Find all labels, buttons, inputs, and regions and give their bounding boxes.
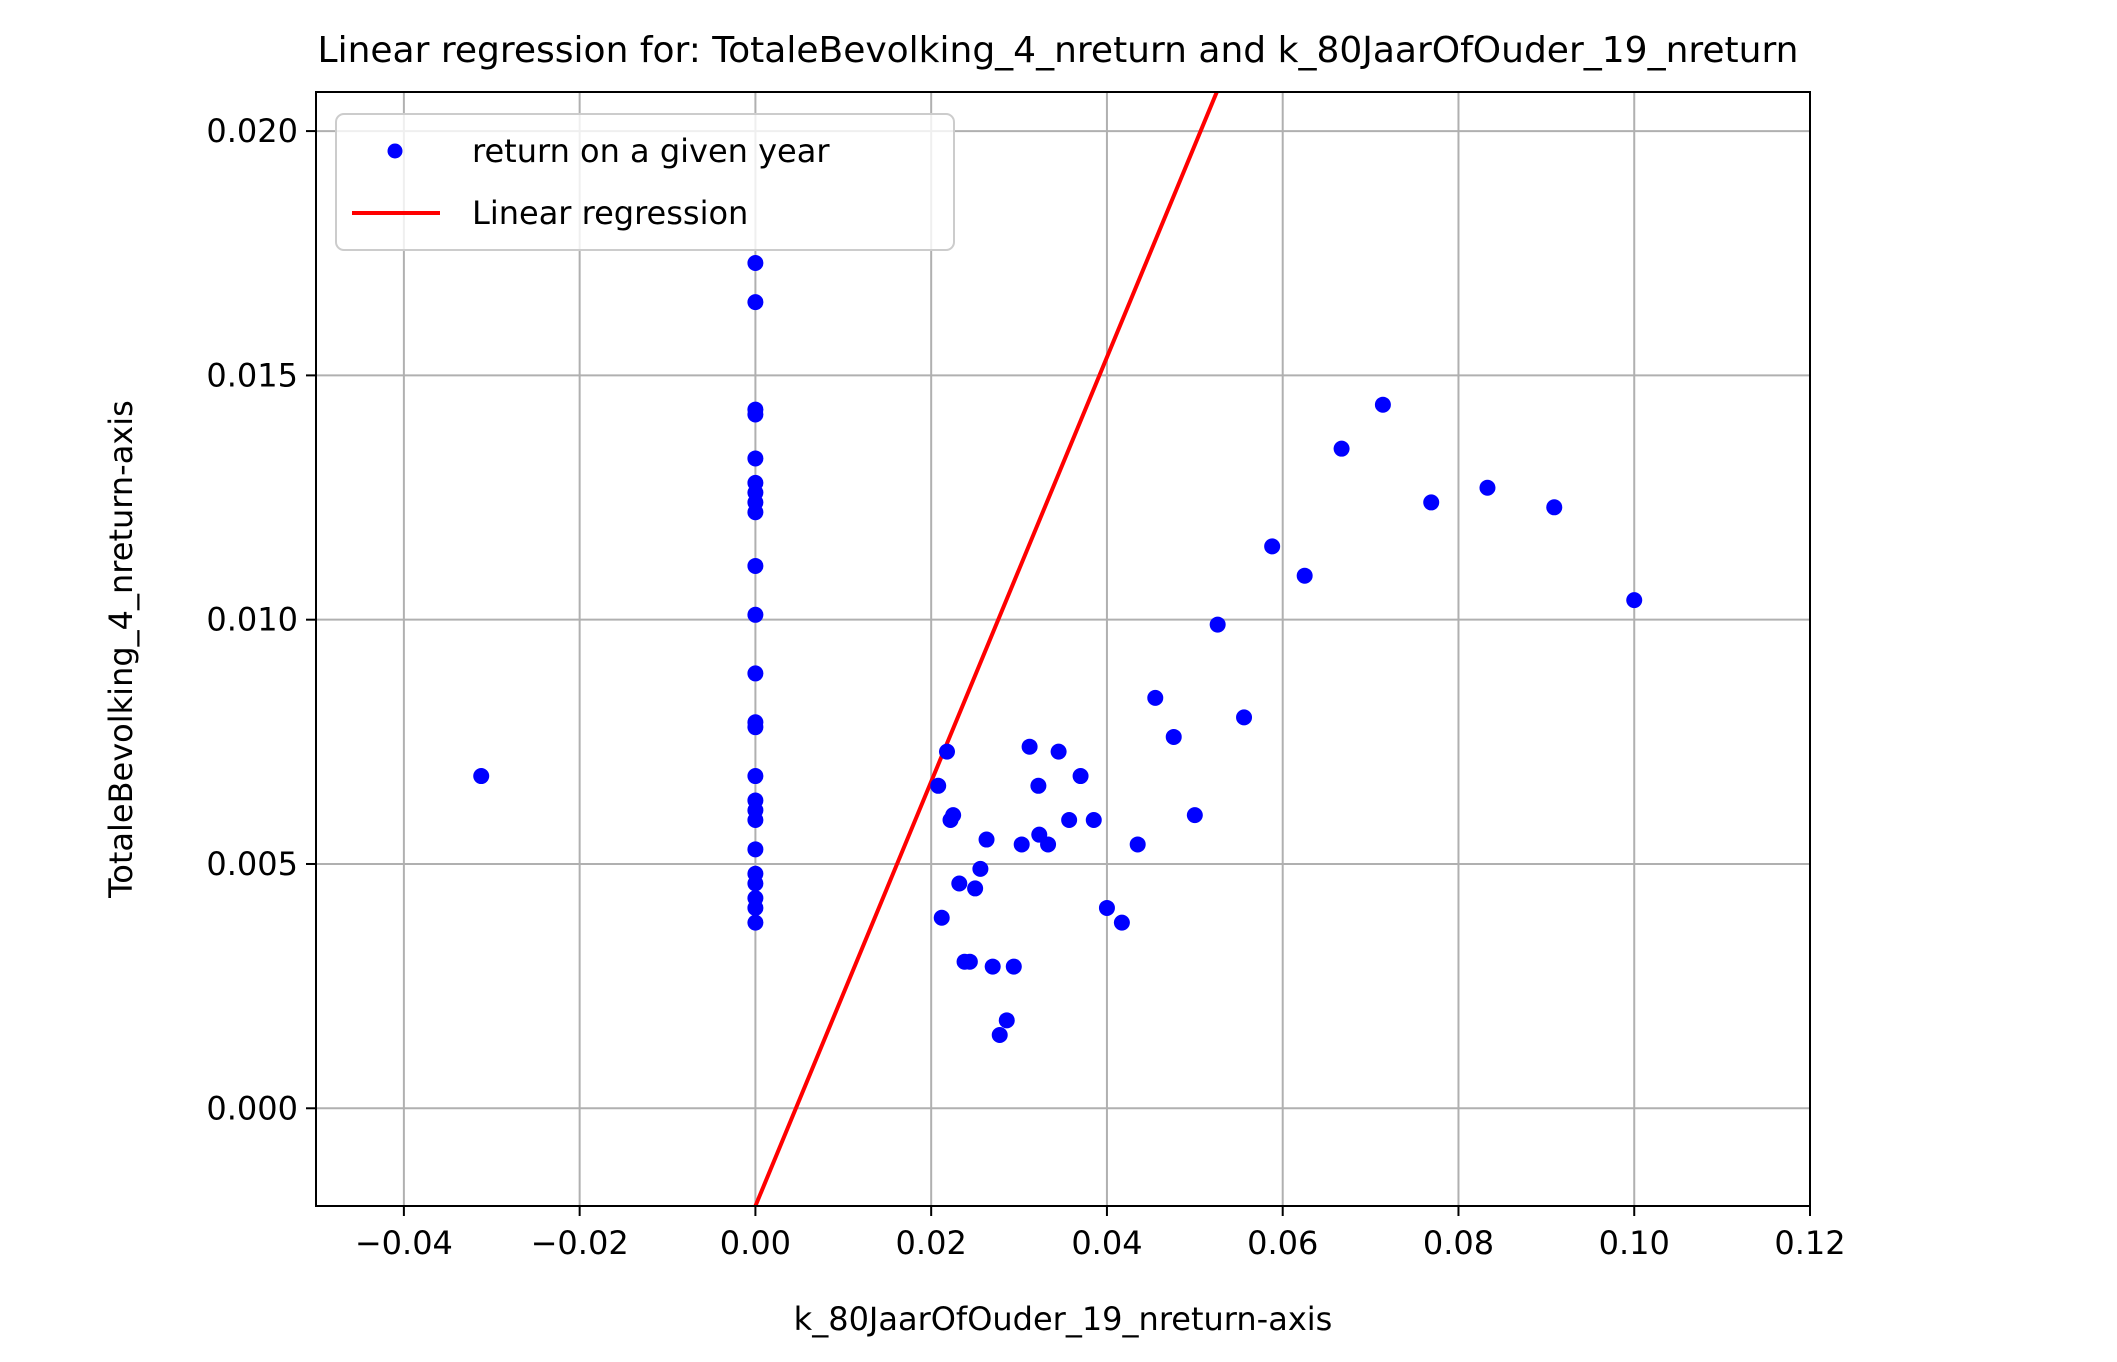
grid — [316, 92, 1811, 1206]
scatter-point — [1165, 728, 1182, 745]
scatter-point — [1061, 812, 1078, 829]
scatter-point — [938, 743, 955, 760]
scatter-point — [1147, 689, 1164, 706]
x-tick-label: −0.02 — [531, 1224, 629, 1262]
y-tick-label: 0.000 — [206, 1089, 298, 1127]
scatter-point — [1626, 592, 1643, 609]
scatter-point — [972, 860, 989, 877]
scatter-point — [747, 899, 764, 916]
scatter-point — [1546, 499, 1563, 516]
scatter-point — [930, 777, 947, 794]
legend-box — [335, 113, 955, 251]
scatter-point — [1030, 777, 1047, 794]
scatter-point — [1296, 567, 1313, 584]
y-tick-label: 0.020 — [206, 112, 298, 150]
y-tick-label: 0.015 — [206, 356, 298, 394]
x-tick-label: 0.10 — [1599, 1224, 1670, 1262]
y-tick-label: 0.010 — [206, 601, 298, 639]
scatter-point — [1236, 709, 1253, 726]
scatter-point — [984, 958, 1001, 975]
scatter-point — [747, 812, 764, 829]
scatter-point — [1423, 494, 1440, 511]
legend-label-line: Linear regression — [472, 194, 748, 232]
scatter-point — [1005, 958, 1022, 975]
scatter-point — [1479, 479, 1496, 496]
scatter-point — [998, 1012, 1015, 1029]
y-tick-label: 0.005 — [206, 845, 298, 883]
scatter-point — [473, 768, 490, 785]
scatter-point — [1333, 440, 1350, 457]
x-tick-label: −0.04 — [355, 1224, 453, 1262]
scatter-point — [945, 807, 962, 824]
scatter-point — [747, 841, 764, 858]
scatter-point — [978, 831, 995, 848]
scatter-point — [747, 255, 764, 272]
scatter-point — [1186, 807, 1203, 824]
scatter-point — [747, 406, 764, 423]
axis-ticks: −0.04 −0.02 0.00 0.02 0.04 0.06 0.08 0.10 0.12 0.… — [206, 112, 1845, 1262]
scatter-point — [1040, 836, 1057, 853]
legend-scatter-marker — [387, 143, 403, 159]
scatter-point — [1013, 836, 1030, 853]
scatter-point — [967, 880, 984, 897]
x-tick-label: 0.06 — [1247, 1224, 1318, 1262]
scatter-point — [1113, 914, 1130, 931]
scatter-point — [1085, 812, 1102, 829]
scatter-point — [747, 875, 764, 892]
scatter-point — [747, 606, 764, 623]
scatter-point — [961, 953, 978, 970]
y-axis-label: TotaleBevolking_4_nreturn-axis — [102, 400, 140, 899]
scatter-point — [747, 914, 764, 931]
scatter-point — [1264, 538, 1281, 555]
scatter-point — [747, 719, 764, 736]
scatter-point — [747, 557, 764, 574]
x-tick-label: 0.00 — [720, 1224, 791, 1262]
legend: return on a given year Linear regression — [335, 113, 955, 251]
scatter-point — [1098, 899, 1115, 916]
chart-title: Linear regression for: TotaleBevolking_4… — [318, 30, 1799, 71]
scatter-point — [1050, 743, 1067, 760]
x-tick-label: 0.08 — [1423, 1224, 1494, 1262]
x-tick-label: 0.12 — [1774, 1224, 1845, 1262]
scatter-point — [1129, 836, 1146, 853]
scatter-point — [747, 504, 764, 521]
scatter-point — [1021, 738, 1038, 755]
scatter-point — [933, 909, 950, 926]
regression-line — [753, 92, 1219, 1206]
scatter-point — [747, 294, 764, 311]
scatter-point — [991, 1026, 1008, 1043]
plot-data — [473, 92, 1643, 1206]
scatter-point — [747, 665, 764, 682]
x-axis-label: k_80JaarOfOuder_19_nreturn-axis — [794, 1300, 1333, 1338]
legend-label-scatter: return on a given year — [472, 132, 830, 170]
scatter-point — [747, 450, 764, 467]
scatter-point — [951, 875, 968, 892]
scatter-point — [1374, 396, 1391, 413]
x-tick-label: 0.02 — [896, 1224, 967, 1262]
scatter-point — [747, 768, 764, 785]
plot-frame — [315, 91, 1811, 1207]
scatter-point — [1072, 768, 1089, 785]
x-tick-label: 0.04 — [1071, 1224, 1142, 1262]
scatter-point — [1209, 616, 1226, 633]
